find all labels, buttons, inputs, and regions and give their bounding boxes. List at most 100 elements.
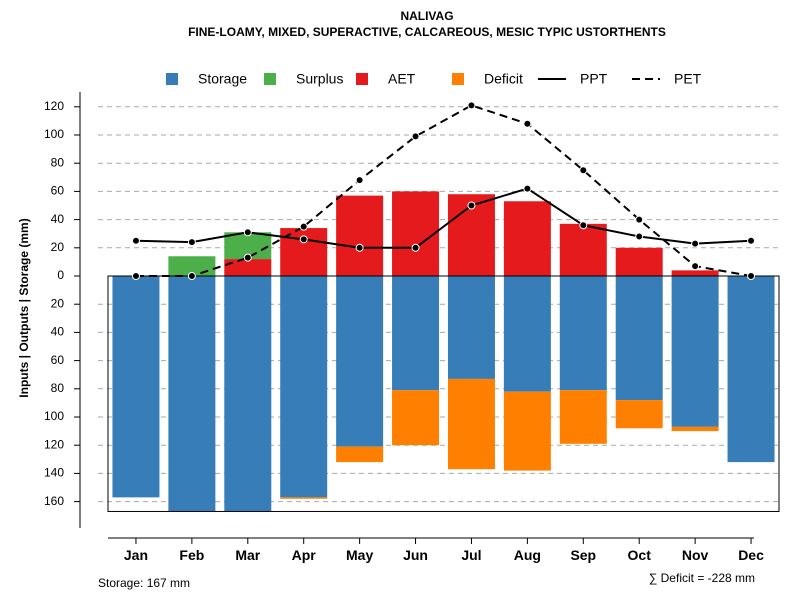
storage-note: Storage: 167 mm bbox=[98, 576, 190, 590]
legend-swatch bbox=[356, 73, 368, 85]
aet-bar bbox=[503, 201, 551, 276]
deficit-bar bbox=[615, 400, 663, 429]
storage-bar bbox=[168, 276, 216, 512]
ppt-point bbox=[355, 243, 364, 252]
y-tick-label: 120 bbox=[44, 437, 64, 451]
x-tick-label: Jun bbox=[403, 547, 428, 563]
x-tick-label: Aug bbox=[514, 547, 541, 563]
y-tick-label: 20 bbox=[51, 296, 65, 310]
ppt-point bbox=[243, 228, 252, 237]
pet-line bbox=[135, 104, 752, 277]
storage-box bbox=[107, 275, 780, 512]
pet-point bbox=[579, 166, 588, 175]
deficit-bar bbox=[280, 497, 328, 499]
storage-bar bbox=[447, 276, 495, 379]
x-tick-label: Feb bbox=[179, 547, 204, 563]
legend-label: PPT bbox=[580, 71, 608, 87]
x-tick-label: Jan bbox=[124, 547, 148, 563]
deficit-bar bbox=[336, 446, 384, 463]
y-tick-label: 100 bbox=[44, 127, 64, 141]
storage-bar bbox=[112, 276, 160, 498]
y-axis-label: Inputs | Outputs | Storage (mm) bbox=[17, 218, 31, 397]
ppt-point bbox=[747, 236, 756, 245]
y-tick-label: 140 bbox=[44, 466, 64, 480]
y-tick-label: 80 bbox=[51, 155, 65, 169]
legend-label: PET bbox=[674, 71, 702, 87]
aet-bar bbox=[615, 247, 663, 276]
legend-label: Surplus bbox=[296, 71, 343, 87]
x-tick-label: Jul bbox=[461, 547, 481, 563]
pet-point bbox=[411, 132, 420, 141]
y-tick-label: 60 bbox=[51, 184, 65, 198]
legend-swatch bbox=[452, 73, 464, 85]
aet-bar bbox=[559, 223, 607, 276]
pet-point bbox=[523, 119, 532, 128]
legend-label: AET bbox=[388, 71, 416, 87]
y-axis-ticks: 120 100 80 60 40 20 0 20 40 60 80 100 120 140 160 bbox=[44, 99, 80, 508]
ppt-point bbox=[299, 235, 308, 244]
legend-swatch bbox=[264, 73, 276, 85]
grid-lines bbox=[98, 106, 779, 503]
x-tick-label: Mar bbox=[235, 547, 260, 563]
ppt-point bbox=[131, 236, 140, 245]
storage-bar bbox=[671, 276, 719, 427]
y-tick-label: 80 bbox=[51, 381, 65, 395]
ppt-point bbox=[579, 221, 588, 230]
ppt-point bbox=[467, 201, 476, 210]
storage-bar bbox=[392, 276, 440, 391]
y-tick-label: 120 bbox=[44, 99, 64, 113]
legend: Storage Surplus AET Deficit PPT PET bbox=[166, 71, 702, 87]
x-tick-label: Sep bbox=[570, 547, 596, 563]
deficit-note: ∑ Deficit = -228 mm bbox=[649, 571, 755, 585]
x-axis-ticks: Jan Feb Mar Apr May Jun Jul Aug Sep Oct Nov Dec bbox=[124, 538, 764, 563]
x-tick-label: Nov bbox=[682, 547, 709, 563]
chart-subtitle: FINE-LOAMY, MIXED, SUPERACTIVE, CALCAREO… bbox=[188, 25, 666, 39]
ppt-point bbox=[635, 232, 644, 241]
pet-point bbox=[355, 176, 364, 185]
surplus-bar bbox=[168, 256, 216, 276]
deficit-bar bbox=[447, 378, 495, 470]
aet-bar bbox=[671, 270, 719, 276]
deficit-bar bbox=[671, 426, 719, 432]
deficit-bar bbox=[503, 391, 551, 471]
pet-point bbox=[691, 262, 700, 271]
series-lines bbox=[131, 101, 756, 280]
pet-point bbox=[299, 222, 308, 231]
y-tick-label: 0 bbox=[57, 268, 64, 282]
storage-bar bbox=[727, 276, 775, 463]
legend-label: Deficit bbox=[484, 71, 523, 87]
legend-swatch bbox=[166, 73, 178, 85]
y-tick-label: 160 bbox=[44, 494, 64, 508]
x-tick-label: Dec bbox=[738, 547, 764, 563]
storage-bar bbox=[559, 276, 607, 391]
pet-point bbox=[747, 272, 756, 280]
x-tick-label: May bbox=[346, 547, 373, 563]
storage-bar bbox=[336, 276, 384, 447]
storage-bar bbox=[615, 276, 663, 401]
axes bbox=[79, 92, 780, 539]
pet-point bbox=[131, 272, 140, 280]
storage-bar bbox=[280, 276, 328, 498]
pet-point bbox=[187, 272, 196, 280]
pet-point bbox=[243, 253, 252, 262]
pet-point bbox=[467, 101, 476, 110]
chart-title: NALIVAG bbox=[400, 9, 453, 23]
aet-bar bbox=[336, 195, 384, 276]
y-tick-label: 40 bbox=[51, 212, 65, 226]
aet-bar bbox=[392, 191, 440, 276]
ppt-point bbox=[691, 239, 700, 248]
ppt-point bbox=[187, 238, 196, 247]
x-tick-label: Apr bbox=[292, 547, 317, 563]
deficit-bar bbox=[559, 390, 607, 444]
y-tick-label: 100 bbox=[44, 409, 64, 423]
ppt-point bbox=[411, 243, 420, 252]
pet-point bbox=[635, 215, 644, 224]
y-tick-label: 60 bbox=[51, 353, 65, 367]
ppt-line bbox=[135, 187, 752, 249]
deficit-bar bbox=[392, 390, 440, 446]
y-tick-label: 20 bbox=[51, 240, 65, 254]
storage-bar bbox=[224, 276, 272, 512]
aet-bar bbox=[224, 259, 272, 276]
x-tick-label: Oct bbox=[628, 547, 652, 563]
